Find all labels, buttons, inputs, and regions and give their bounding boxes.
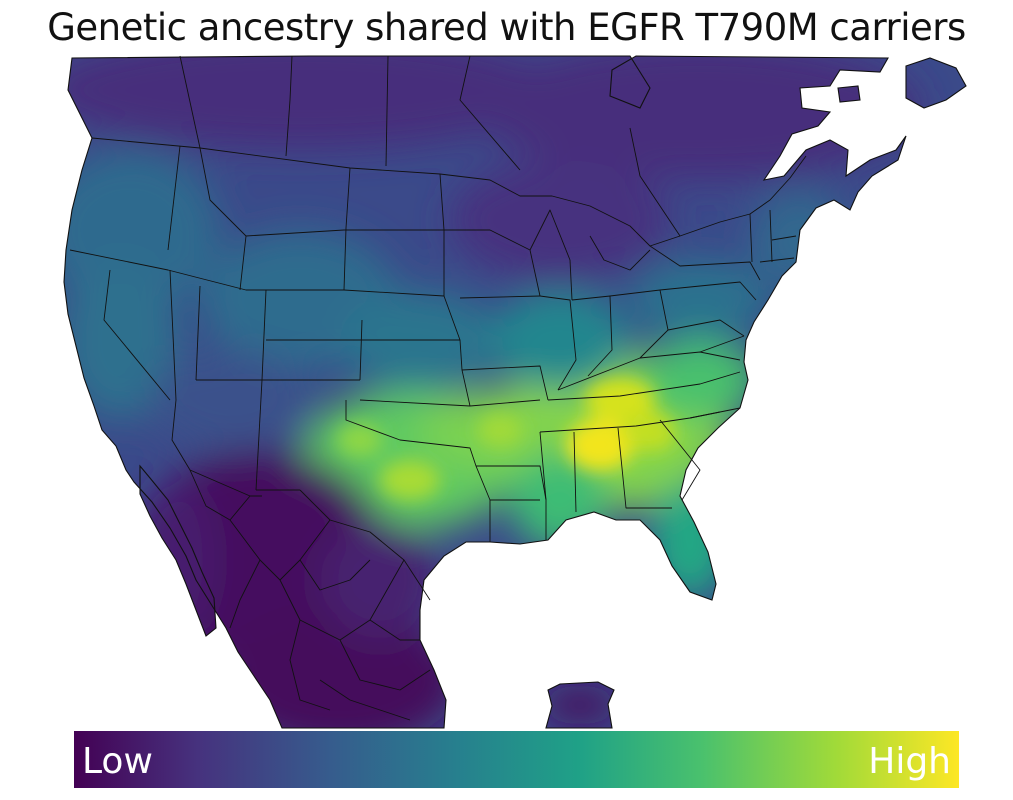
colorbar xyxy=(74,731,959,788)
colorbar-low-label: Low xyxy=(82,741,153,782)
map-title: Genetic ancestry shared with EGFR T790M … xyxy=(47,6,966,49)
colorbar-high-label: High xyxy=(868,741,951,782)
coastlines xyxy=(63,55,967,729)
admin-borders xyxy=(69,55,807,721)
density-field xyxy=(64,56,966,728)
